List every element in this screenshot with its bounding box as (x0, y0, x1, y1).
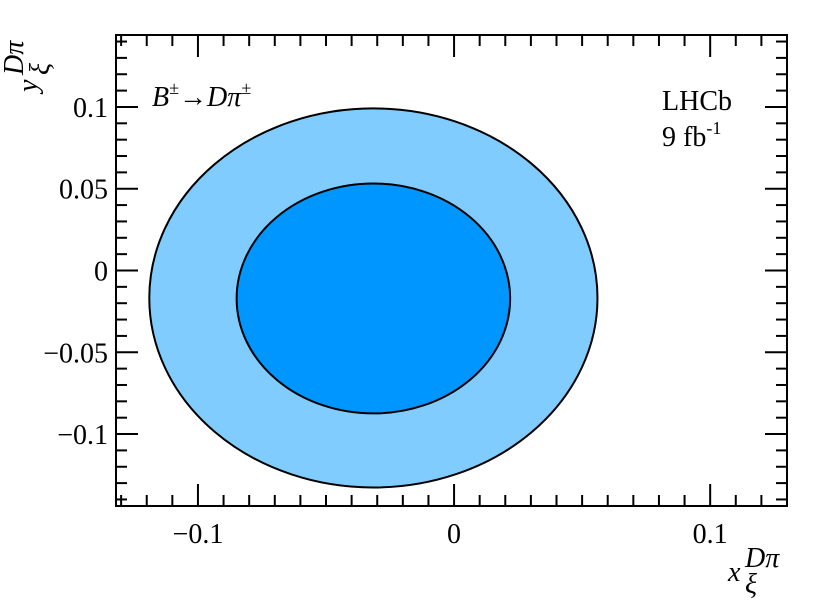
x-tick-label: 0 (447, 519, 461, 550)
y-tick-label: −0.05 (43, 338, 108, 369)
x-axis-label: x Dπξ (727, 543, 780, 600)
x-tick-label: −0.1 (173, 519, 224, 550)
annotation-part: →Dπ (179, 82, 242, 113)
y-axis-label: y Dπξ (0, 40, 56, 95)
y-axis-title-sub: ξ (25, 63, 56, 75)
y-tick-label: 0.1 (73, 93, 108, 124)
annotation: B±→Dπ± (152, 78, 251, 113)
x-axis-title-sub: ξ (745, 569, 757, 600)
y-tick-label: −0.1 (57, 420, 108, 451)
experiment-label: LHCb (662, 86, 732, 117)
annotation-part: ± (169, 78, 179, 98)
x-tick-label: 0.1 (693, 519, 728, 550)
annotation-part: B (152, 82, 169, 113)
luminosity-exp: -1 (706, 118, 721, 138)
luminosity-text: 9 fb (662, 122, 706, 153)
y-tick-label: 0 (94, 257, 108, 288)
x-axis-title-sup: Dπ (744, 543, 780, 574)
contour (235, 182, 512, 415)
luminosity-label: 9 fb-1 (662, 118, 721, 153)
annotation-part: ± (241, 78, 251, 98)
y-axis-title-sup: Dπ (0, 40, 30, 76)
y-axis-title: y (13, 79, 44, 95)
y-tick-label: 0.05 (59, 175, 108, 206)
x-axis-title: x (727, 557, 741, 588)
